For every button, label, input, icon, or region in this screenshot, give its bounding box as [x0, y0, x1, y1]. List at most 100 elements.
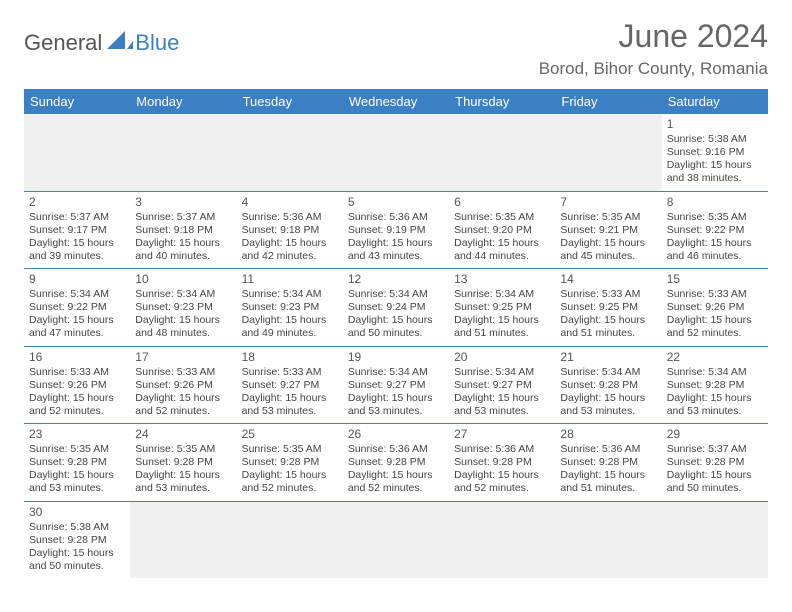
calendar-cell: 3Sunrise: 5:37 AMSunset: 9:18 PMDaylight… [130, 192, 236, 269]
day-number: 28 [560, 427, 656, 442]
sunset-text: Sunset: 9:28 PM [454, 456, 550, 469]
sunset-text: Sunset: 9:28 PM [29, 456, 125, 469]
day-number: 12 [348, 272, 444, 287]
day-number: 19 [348, 350, 444, 365]
daylight-text: Daylight: 15 hours and 48 minutes. [135, 314, 231, 340]
location-text: Borod, Bihor County, Romania [539, 59, 768, 79]
day-number: 4 [242, 195, 338, 210]
day-number: 1 [667, 117, 763, 132]
sunset-text: Sunset: 9:28 PM [667, 456, 763, 469]
title-block: June 2024 Borod, Bihor County, Romania [539, 18, 768, 79]
calendar-cell-blank [130, 502, 236, 579]
daylight-text: Daylight: 15 hours and 39 minutes. [29, 237, 125, 263]
calendar-cell: 26Sunrise: 5:36 AMSunset: 9:28 PMDayligh… [343, 424, 449, 501]
sunset-text: Sunset: 9:25 PM [560, 301, 656, 314]
day-number: 13 [454, 272, 550, 287]
day-number: 27 [454, 427, 550, 442]
calendar-cell: 18Sunrise: 5:33 AMSunset: 9:27 PMDayligh… [237, 347, 343, 424]
day-number: 10 [135, 272, 231, 287]
sunrise-text: Sunrise: 5:36 AM [560, 443, 656, 456]
sunrise-text: Sunrise: 5:35 AM [560, 211, 656, 224]
day-number: 16 [29, 350, 125, 365]
day-number: 14 [560, 272, 656, 287]
calendar-cell: 14Sunrise: 5:33 AMSunset: 9:25 PMDayligh… [555, 269, 661, 346]
daylight-text: Daylight: 15 hours and 52 minutes. [29, 392, 125, 418]
sunset-text: Sunset: 9:27 PM [348, 379, 444, 392]
day-number: 29 [667, 427, 763, 442]
daylight-text: Daylight: 15 hours and 53 minutes. [667, 392, 763, 418]
calendar-cell-blank [449, 114, 555, 191]
calendar-cell-blank [343, 114, 449, 191]
calendar-cell: 5Sunrise: 5:36 AMSunset: 9:19 PMDaylight… [343, 192, 449, 269]
calendar-cell: 17Sunrise: 5:33 AMSunset: 9:26 PMDayligh… [130, 347, 236, 424]
sunset-text: Sunset: 9:18 PM [135, 224, 231, 237]
sunrise-text: Sunrise: 5:37 AM [667, 443, 763, 456]
sunrise-text: Sunrise: 5:33 AM [560, 288, 656, 301]
sunrise-text: Sunrise: 5:35 AM [135, 443, 231, 456]
sunrise-text: Sunrise: 5:35 AM [242, 443, 338, 456]
sunrise-text: Sunrise: 5:36 AM [348, 211, 444, 224]
daylight-text: Daylight: 15 hours and 50 minutes. [29, 547, 125, 573]
sunrise-text: Sunrise: 5:34 AM [560, 366, 656, 379]
daylight-text: Daylight: 15 hours and 43 minutes. [348, 237, 444, 263]
calendar-cell: 21Sunrise: 5:34 AMSunset: 9:28 PMDayligh… [555, 347, 661, 424]
day-number: 5 [348, 195, 444, 210]
day-number: 2 [29, 195, 125, 210]
sunrise-text: Sunrise: 5:34 AM [348, 366, 444, 379]
calendar-header-cell: Tuesday [237, 89, 343, 114]
sunset-text: Sunset: 9:18 PM [242, 224, 338, 237]
calendar-cell: 24Sunrise: 5:35 AMSunset: 9:28 PMDayligh… [130, 424, 236, 501]
sunset-text: Sunset: 9:26 PM [29, 379, 125, 392]
daylight-text: Daylight: 15 hours and 53 minutes. [348, 392, 444, 418]
calendar-row: 23Sunrise: 5:35 AMSunset: 9:28 PMDayligh… [24, 424, 768, 502]
sunset-text: Sunset: 9:20 PM [454, 224, 550, 237]
daylight-text: Daylight: 15 hours and 51 minutes. [560, 314, 656, 340]
sunset-text: Sunset: 9:28 PM [29, 534, 125, 547]
calendar-header-cell: Wednesday [343, 89, 449, 114]
calendar-cell: 25Sunrise: 5:35 AMSunset: 9:28 PMDayligh… [237, 424, 343, 501]
daylight-text: Daylight: 15 hours and 50 minutes. [667, 469, 763, 495]
month-title: June 2024 [539, 18, 768, 55]
calendar-cell: 15Sunrise: 5:33 AMSunset: 9:26 PMDayligh… [662, 269, 768, 346]
daylight-text: Daylight: 15 hours and 46 minutes. [667, 237, 763, 263]
sunrise-text: Sunrise: 5:33 AM [667, 288, 763, 301]
day-number: 6 [454, 195, 550, 210]
daylight-text: Daylight: 15 hours and 40 minutes. [135, 237, 231, 263]
daylight-text: Daylight: 15 hours and 49 minutes. [242, 314, 338, 340]
sunrise-text: Sunrise: 5:34 AM [135, 288, 231, 301]
daylight-text: Daylight: 15 hours and 51 minutes. [560, 469, 656, 495]
daylight-text: Daylight: 15 hours and 52 minutes. [242, 469, 338, 495]
sunset-text: Sunset: 9:28 PM [348, 456, 444, 469]
calendar-cell-blank [555, 502, 661, 579]
sunrise-text: Sunrise: 5:33 AM [29, 366, 125, 379]
sunrise-text: Sunrise: 5:37 AM [135, 211, 231, 224]
sunset-text: Sunset: 9:24 PM [348, 301, 444, 314]
sunset-text: Sunset: 9:22 PM [667, 224, 763, 237]
sunset-text: Sunset: 9:27 PM [242, 379, 338, 392]
calendar-cell-blank [343, 502, 449, 579]
calendar-header-cell: Thursday [449, 89, 555, 114]
sunrise-text: Sunrise: 5:34 AM [29, 288, 125, 301]
calendar-cell-blank [662, 502, 768, 579]
sunrise-text: Sunrise: 5:36 AM [348, 443, 444, 456]
sunrise-text: Sunrise: 5:34 AM [454, 288, 550, 301]
calendar-cell: 12Sunrise: 5:34 AMSunset: 9:24 PMDayligh… [343, 269, 449, 346]
calendar-header-cell: Friday [555, 89, 661, 114]
calendar-cell: 11Sunrise: 5:34 AMSunset: 9:23 PMDayligh… [237, 269, 343, 346]
daylight-text: Daylight: 15 hours and 53 minutes. [29, 469, 125, 495]
daylight-text: Daylight: 15 hours and 53 minutes. [560, 392, 656, 418]
day-number: 24 [135, 427, 231, 442]
sunset-text: Sunset: 9:21 PM [560, 224, 656, 237]
sunrise-text: Sunrise: 5:36 AM [454, 443, 550, 456]
sunrise-text: Sunrise: 5:37 AM [29, 211, 125, 224]
calendar-cell-blank [449, 502, 555, 579]
calendar-cell-blank [237, 502, 343, 579]
calendar-cell: 8Sunrise: 5:35 AMSunset: 9:22 PMDaylight… [662, 192, 768, 269]
day-number: 21 [560, 350, 656, 365]
sunrise-text: Sunrise: 5:34 AM [242, 288, 338, 301]
calendar-cell: 1Sunrise: 5:38 AMSunset: 9:16 PMDaylight… [662, 114, 768, 191]
sunrise-text: Sunrise: 5:35 AM [454, 211, 550, 224]
day-number: 7 [560, 195, 656, 210]
calendar-header-cell: Monday [130, 89, 236, 114]
header: General Blue June 2024 Borod, Bihor Coun… [24, 18, 768, 79]
